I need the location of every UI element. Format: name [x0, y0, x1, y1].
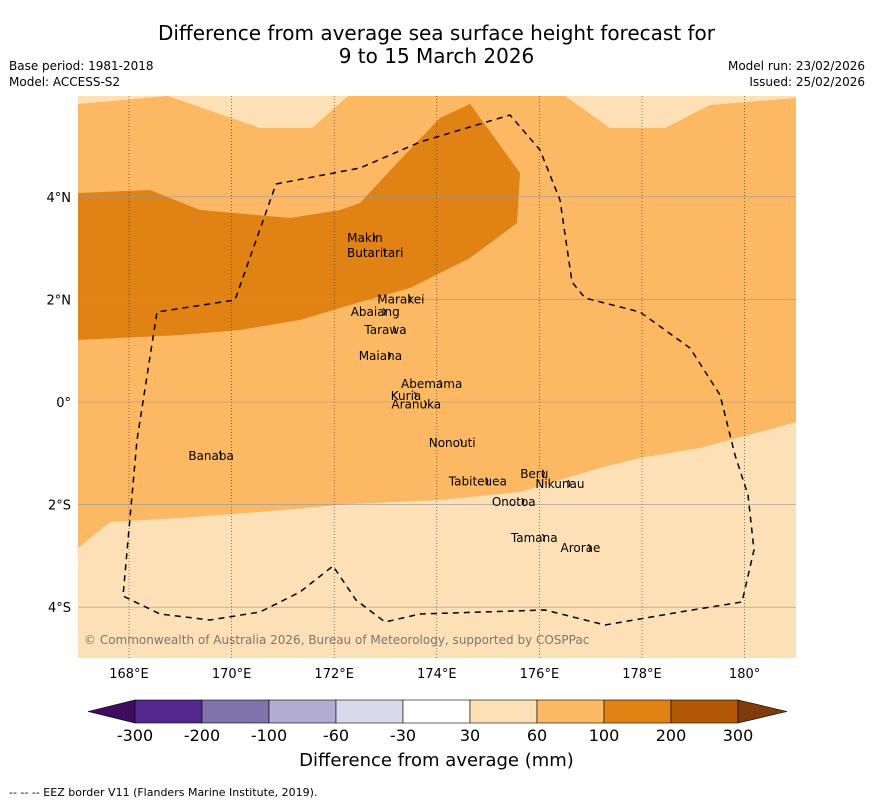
y-tick-label: 2°N — [47, 293, 72, 308]
island-label: Aranuka — [391, 398, 441, 412]
colorbar-tick-label: -300 — [117, 726, 153, 745]
y-axis-ticks: 4°N 2°N 0° 2°S 4°S — [47, 191, 72, 616]
island-outline — [485, 477, 489, 485]
colorbar: -300 -200 -100 -60 -30 30 60 100 200 300 — [87, 699, 788, 745]
x-tick-label: 172°E — [314, 667, 354, 682]
colorbar-label: Difference from average (mm) — [299, 750, 574, 771]
colorbar-tick-label: -200 — [184, 726, 220, 745]
x-tick-label: 180° — [729, 667, 760, 682]
x-tick-label: 170°E — [212, 667, 252, 682]
island-label: Tamana — [510, 531, 558, 545]
island-label: Makin — [347, 231, 383, 245]
issued-date: Issued: 25/02/2026 — [749, 75, 865, 89]
island-label: Tarawa — [363, 323, 406, 337]
colorbar-segment — [603, 699, 672, 724]
colorbar-segment — [134, 699, 203, 724]
island-outline — [372, 233, 376, 241]
island-label: Nonouti — [429, 436, 476, 450]
island-label: Maiana — [359, 349, 402, 363]
island-outline — [541, 533, 545, 542]
colorbar-segment — [335, 699, 404, 724]
graticule — [78, 96, 796, 658]
island-label: Arorae — [560, 541, 600, 555]
footer-eez-note: -- -- -- EEZ border V11 (Flanders Marine… — [9, 786, 318, 799]
x-tick-label: 168°E — [109, 667, 149, 682]
colorbar-extend-low — [87, 699, 136, 724]
model-name: Model: ACCESS-S2 — [9, 75, 121, 89]
island-label: Abaiang — [351, 305, 400, 319]
colorbar-tick-label: 30 — [460, 726, 480, 745]
y-tick-label: 0° — [56, 396, 71, 411]
island-outline — [587, 543, 592, 552]
colorbar-tick-label: 60 — [527, 726, 547, 745]
island-label: Beru — [520, 467, 548, 481]
colorbar-segment — [268, 699, 337, 724]
island-label: Onotoa — [492, 495, 536, 509]
island-outline — [521, 497, 525, 506]
meta-left: Base period: 1981-2018 Model: ACCESS-S2 — [9, 58, 154, 90]
island-outline — [423, 400, 427, 408]
colorbar-tick-label: -60 — [323, 726, 349, 745]
colorbar-tick-label: 100 — [589, 726, 620, 745]
colorbar-tick-label: 200 — [656, 726, 687, 745]
y-tick-label: 2°S — [48, 499, 71, 514]
island-outline — [387, 351, 392, 359]
island-outline — [382, 248, 386, 257]
eez-border — [122, 114, 755, 626]
base-period: Base period: 1981-2018 — [9, 59, 154, 73]
island-label: Marakei — [377, 292, 424, 306]
island-label: Kuria — [391, 389, 422, 403]
colorbar-segment — [201, 699, 270, 724]
colorbar-tick-label: 300 — [723, 726, 754, 745]
colorbar-segment — [536, 699, 605, 724]
copyright-text: © Commonwealth of Australia 2026, Bureau… — [84, 633, 589, 647]
colorbar-tick-label: -30 — [390, 726, 416, 745]
colorbar-segment — [670, 699, 739, 724]
colorbar-segment — [402, 699, 471, 724]
island-outline — [439, 379, 443, 388]
y-tick-label: 4°N — [47, 191, 72, 206]
colorbar-segment — [469, 699, 538, 724]
island-outline — [382, 307, 386, 316]
island-outline — [459, 438, 463, 447]
island-outline — [393, 325, 397, 334]
island-outline — [218, 451, 222, 460]
island-label: Abemama — [401, 377, 462, 391]
x-tick-label: 178°E — [622, 667, 662, 682]
x-tick-label: 174°E — [417, 667, 457, 682]
island-outline — [541, 469, 545, 477]
y-tick-label: 4°S — [48, 601, 71, 616]
title-line-1: Difference from average sea surface heig… — [157, 21, 716, 45]
island-outline — [408, 295, 412, 303]
island-label: Nikunau — [535, 477, 584, 491]
colorbar-tick-label: -100 — [251, 726, 287, 745]
chart-title: Difference from average sea surface heig… — [0, 22, 873, 68]
band-100-200 — [78, 104, 520, 340]
meta-right: Model run: 23/02/2026 Issued: 25/02/2026 — [728, 58, 865, 90]
x-tick-label: 176°E — [520, 667, 560, 682]
island-label: Tabiteuea — [448, 475, 507, 489]
model-run: Model run: 23/02/2026 — [727, 59, 865, 73]
island-label: Banaba — [188, 449, 234, 463]
island-outline — [413, 391, 417, 399]
x-axis-ticks: 168°E 170°E 172°E 174°E 176°E 178°E 180° — [109, 667, 760, 682]
colorbar-extend-high — [737, 699, 788, 724]
island-outline — [567, 479, 571, 488]
title-line-2: 9 to 15 March 2026 — [338, 44, 535, 68]
island-label: Butaritari — [347, 246, 404, 260]
